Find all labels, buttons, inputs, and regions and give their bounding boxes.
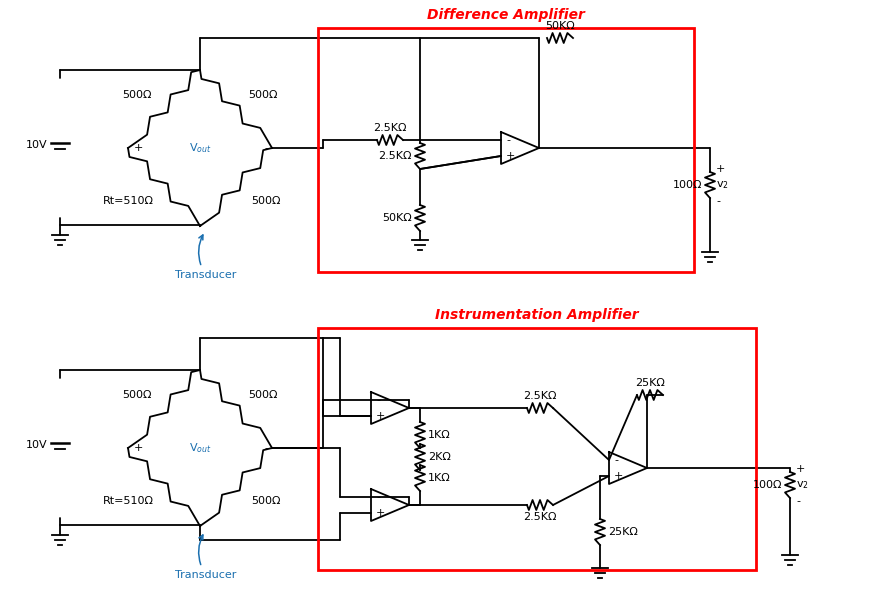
Text: V$_{out}$: V$_{out}$ xyxy=(189,141,211,155)
Text: +: + xyxy=(795,464,805,474)
Text: Transducer: Transducer xyxy=(175,235,236,280)
Text: +: + xyxy=(614,471,623,481)
Text: 1KΩ: 1KΩ xyxy=(428,473,450,483)
Text: V$_{out}$: V$_{out}$ xyxy=(189,441,211,455)
Text: +: + xyxy=(506,151,514,161)
Text: 1KΩ: 1KΩ xyxy=(428,430,450,440)
Text: 500Ω: 500Ω xyxy=(248,90,277,100)
Text: 2.5KΩ: 2.5KΩ xyxy=(378,151,412,161)
Text: 500Ω: 500Ω xyxy=(251,496,281,506)
Text: 25KΩ: 25KΩ xyxy=(607,527,637,537)
Text: +: + xyxy=(375,411,385,421)
Text: v$_2$: v$_2$ xyxy=(795,479,808,491)
Text: Difference Amplifier: Difference Amplifier xyxy=(427,8,584,22)
Text: 500Ω: 500Ω xyxy=(248,390,277,400)
Text: 10V: 10V xyxy=(25,140,47,150)
Text: -: - xyxy=(506,135,509,145)
Bar xyxy=(318,28,693,272)
Text: -: - xyxy=(614,455,617,465)
Text: 50KΩ: 50KΩ xyxy=(381,213,412,223)
Text: Rt=510Ω: Rt=510Ω xyxy=(103,196,153,206)
Text: -: - xyxy=(263,443,268,453)
Text: 2.5KΩ: 2.5KΩ xyxy=(373,123,407,133)
Text: Transducer: Transducer xyxy=(175,535,236,580)
Text: 2.5KΩ: 2.5KΩ xyxy=(522,512,556,522)
Text: -: - xyxy=(263,143,268,153)
Text: -: - xyxy=(715,196,720,206)
Text: 500Ω: 500Ω xyxy=(123,90,151,100)
Text: Rt=510Ω: Rt=510Ω xyxy=(103,496,153,506)
Text: v$_2$: v$_2$ xyxy=(715,179,728,191)
Bar xyxy=(318,328,755,570)
Text: -: - xyxy=(375,492,380,502)
Text: 10V: 10V xyxy=(25,440,47,450)
Text: 500Ω: 500Ω xyxy=(251,196,281,206)
Text: 50KΩ: 50KΩ xyxy=(545,21,574,31)
Text: 2KΩ: 2KΩ xyxy=(428,452,450,462)
Text: +: + xyxy=(375,508,385,518)
Text: 100Ω: 100Ω xyxy=(752,480,781,490)
Text: +: + xyxy=(715,164,725,174)
Text: 25KΩ: 25KΩ xyxy=(634,378,664,388)
Text: 500Ω: 500Ω xyxy=(123,390,151,400)
Text: +: + xyxy=(134,443,143,453)
Text: Instrumentation Amplifier: Instrumentation Amplifier xyxy=(434,308,638,322)
Text: -: - xyxy=(375,395,380,405)
Text: +: + xyxy=(134,143,143,153)
Text: -: - xyxy=(795,496,799,506)
Text: 2.5KΩ: 2.5KΩ xyxy=(522,391,556,401)
Text: 100Ω: 100Ω xyxy=(672,180,701,190)
